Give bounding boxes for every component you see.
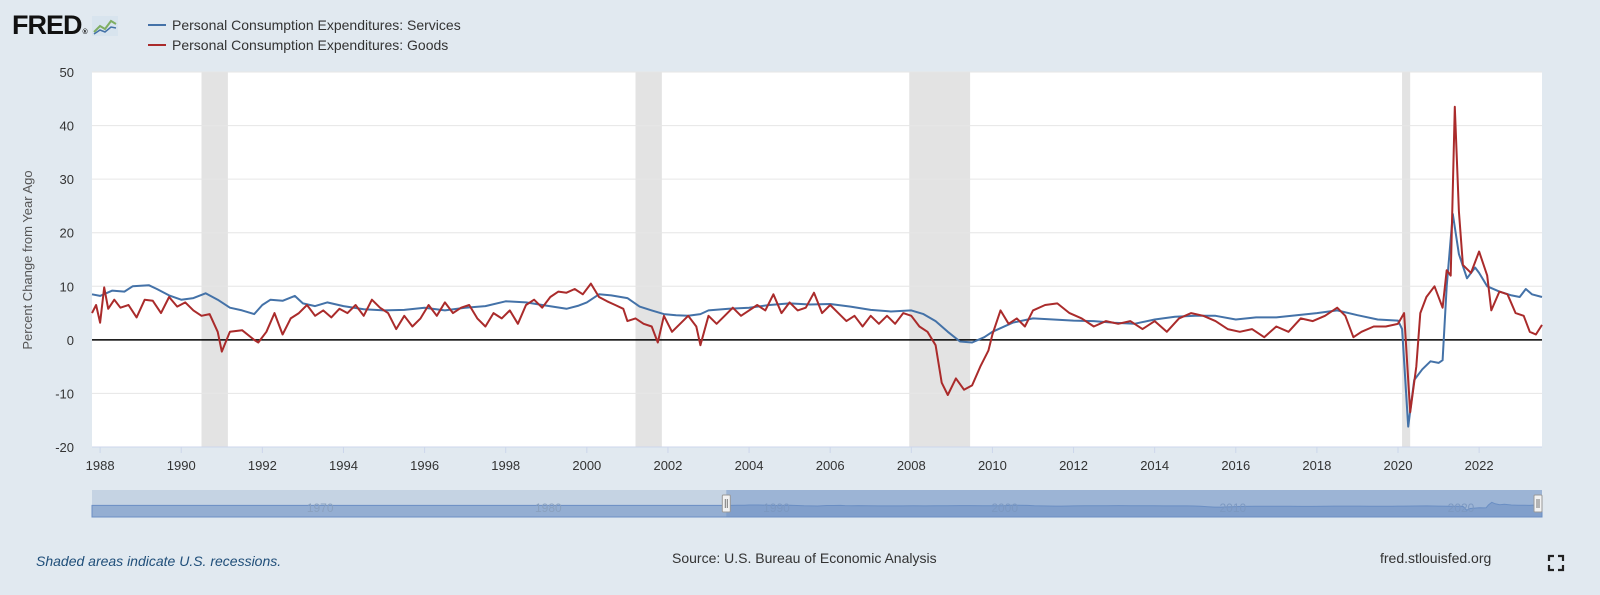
logo-chart-icon [91,15,118,36]
x-tick-label: 2010 [978,458,1007,473]
y-tick-label: 0 [67,333,74,348]
x-tick-label: 2022 [1465,458,1494,473]
navigator-area [91,501,1543,518]
x-tick-label: 1994 [329,458,358,473]
x-tick-label: 1996 [410,458,439,473]
x-tick-label: 2000 [572,458,601,473]
recession-band-1 [635,72,662,447]
y-tick-label: -20 [55,440,74,455]
x-axis: 1988 1990 1992 1994 1996 1998 2000 2002 2004 2006… [86,446,1542,473]
navigator-handle-body [1533,494,1543,513]
navigator-tick-label: 2000 [991,501,1018,515]
navigator-tick-label: 1980 [535,501,562,515]
range-navigator[interactable]: 1970 1980 1990 2000 2010 2020 [91,490,1543,518]
series-line-goods [91,105,1543,414]
fullscreen-icon [1547,554,1565,572]
legend-label-goods: Personal Consumption Expenditures: Goods [172,37,449,53]
x-tick-label: 2006 [816,458,845,473]
x-tick-label: 2004 [735,458,764,473]
recession-note: Shaded areas indicate U.S. recessions. [36,553,282,569]
recession-band-2 [909,72,971,447]
x-tick-label: 1998 [491,458,520,473]
navigator-selected-range[interactable] [726,490,1542,517]
x-tick-label: 2014 [1140,458,1169,473]
recession-band-3 [1402,72,1411,447]
y-tick-label: 20 [60,226,74,241]
x-tick-label: 2020 [1384,458,1413,473]
navigator-handle-body [721,494,731,513]
x-tick-label: 1988 [86,458,115,473]
fred-logo[interactable]: FRED ® [12,10,118,41]
y-tick-label: 40 [60,119,74,134]
y-tick-label: 50 [60,65,74,80]
navigator-tick-labels: 1970 1980 1990 2000 2010 2020 [307,501,1475,515]
legend-swatch-services [148,24,166,26]
navigator-tick-label: 2010 [1219,501,1246,515]
series-lines [91,105,1543,428]
x-tick-label: 1990 [167,458,196,473]
navigator-handle-right[interactable] [1533,494,1543,513]
logo-registered-mark: ® [82,29,88,36]
navigator-series [91,501,1543,518]
recession-band-0 [201,72,228,447]
x-tick-label: 2012 [1059,458,1088,473]
x-tick-label: 2008 [897,458,926,473]
legend-item-services[interactable]: Personal Consumption Expenditures: Servi… [148,15,461,35]
fullscreen-button[interactable] [1546,553,1566,573]
legend-swatch-goods [148,44,166,46]
chart-legend: Personal Consumption Expenditures: Servi… [148,15,461,55]
navigator-tick-label: 1990 [763,501,790,515]
y-tick-label: -10 [55,386,74,401]
x-tick-label: 2018 [1302,458,1331,473]
gridlines [92,71,1542,448]
legend-item-goods[interactable]: Personal Consumption Expenditures: Goods [148,35,461,55]
plot-area [92,72,1542,447]
legend-label-services: Personal Consumption Expenditures: Servi… [172,17,461,33]
y-tick-label: 30 [60,172,74,187]
x-tick-label: 2002 [653,458,682,473]
y-axis: -20 -10 0 10 20 30 40 50 [55,65,74,455]
recession-bands [201,72,1411,447]
y-tick-label: 10 [60,279,74,294]
x-tick-label: 2016 [1221,458,1250,473]
navigator-handle-left[interactable] [721,494,731,513]
logo-text: FRED [12,10,82,40]
navigator-tick-label: 1970 [307,501,334,515]
site-link[interactable]: fred.stlouisfed.org [1380,550,1492,566]
y-axis-title: Percent Change from Year Ago [20,170,35,349]
source-text: Source: U.S. Bureau of Economic Analysis [672,550,937,566]
x-tick-label: 1992 [248,458,277,473]
navigator-tick-label: 2020 [1448,501,1475,515]
